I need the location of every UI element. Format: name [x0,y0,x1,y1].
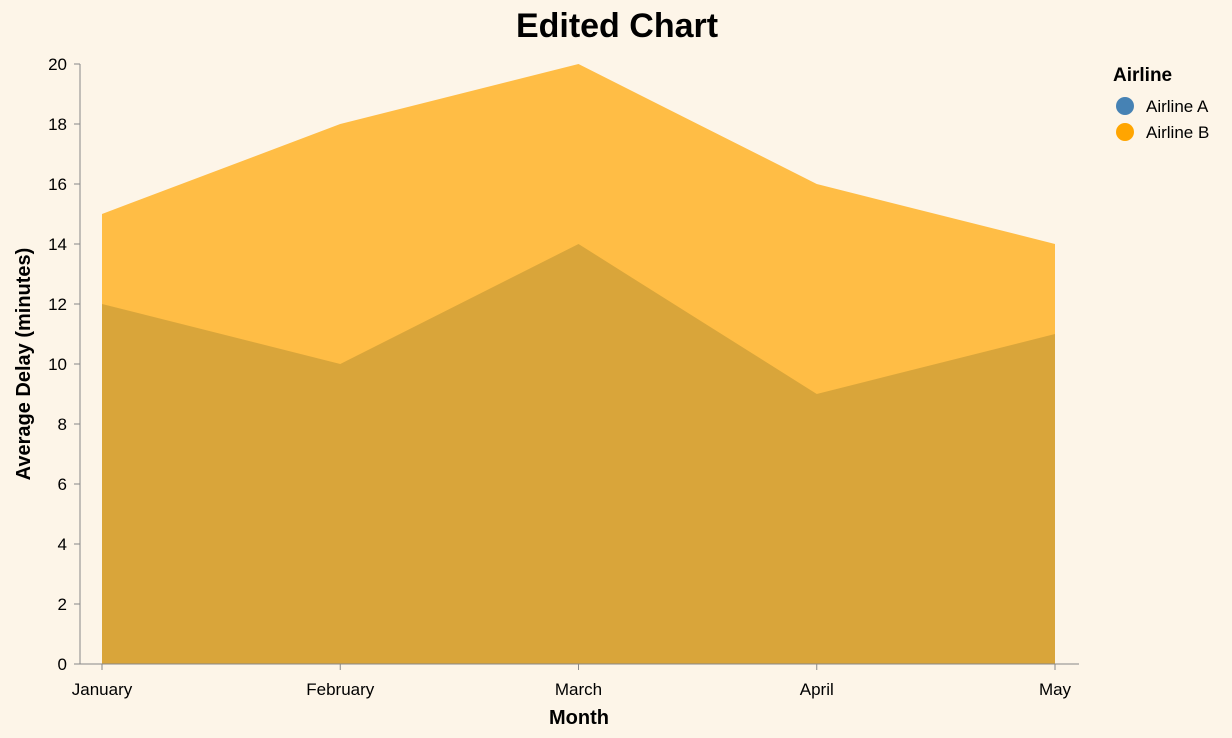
x-tick-label-january: January [72,680,133,699]
y-tick-label-12: 12 [48,295,67,314]
x-axis: January February March April May [72,663,1079,699]
y-tick-label-14: 14 [48,235,67,254]
legend-swatch-airline-a [1116,97,1134,115]
legend: Airline Airline A Airline B [1113,65,1209,142]
y-tick-label-2: 2 [58,595,67,614]
y-tick-label-8: 8 [58,415,67,434]
legend-items: Airline A Airline B [1116,97,1209,142]
y-tick-label-18: 18 [48,115,67,134]
y-tick-label-0: 0 [58,655,67,674]
x-tick-label-may: May [1039,680,1072,699]
legend-label-airline-b: Airline B [1146,123,1209,142]
y-tick-label-4: 4 [58,535,67,554]
y-axis: 0 2 4 6 8 10 12 14 16 18 20 [48,55,81,674]
x-tick-label-april: April [800,680,834,699]
y-tick-label-6: 6 [58,475,67,494]
chart-title: Edited Chart [516,7,718,45]
legend-item-airline-b: Airline B [1116,123,1209,142]
x-tick-label-march: March [555,680,602,699]
x-tick-label-february: February [306,680,375,699]
y-axis-title: Average Delay (minutes) [13,248,35,481]
legend-item-airline-a: Airline A [1116,97,1209,116]
y-tick-label-10: 10 [48,355,67,374]
legend-title: Airline [1113,65,1172,86]
plot-areas [102,64,1055,664]
y-tick-label-20: 20 [48,55,67,74]
x-axis-title: Month [549,707,609,729]
y-tick-label-16: 16 [48,175,67,194]
legend-swatch-airline-b [1116,123,1134,141]
area-airline-a [102,244,1055,664]
legend-label-airline-a: Airline A [1146,97,1209,116]
